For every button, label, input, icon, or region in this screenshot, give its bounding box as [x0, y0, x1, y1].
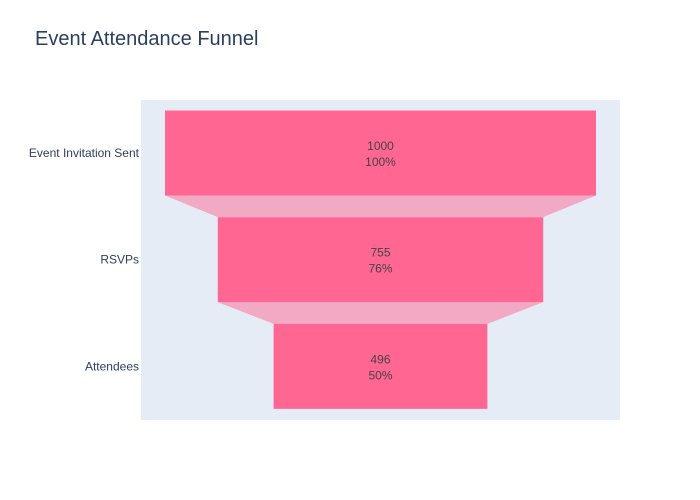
bars: [165, 110, 596, 409]
chart-title: Event Attendance Funnel: [35, 28, 259, 50]
funnel-connector: [217, 302, 544, 324]
funnel-bar[interactable]: [217, 217, 544, 303]
percent-label: 100%: [365, 155, 396, 169]
value-label: 755: [370, 246, 390, 260]
value-labels: 1000 100% 755 76% 496 50%: [365, 139, 396, 382]
funnel-connector: [165, 195, 596, 218]
funnel-bar[interactable]: [165, 110, 596, 196]
funnel-bar[interactable]: [273, 323, 488, 409]
value-label: 496: [370, 352, 390, 366]
percent-label: 76%: [368, 262, 392, 276]
value-label: 1000: [367, 139, 394, 153]
connectors: [165, 195, 596, 324]
category-label: Event Invitation Sent: [29, 146, 140, 160]
percent-label: 50%: [368, 368, 392, 382]
category-label: RSVPs: [100, 253, 139, 267]
category-label: Attendees: [85, 359, 139, 373]
category-labels: Event Invitation Sent RSVPs Attendees: [29, 146, 140, 373]
